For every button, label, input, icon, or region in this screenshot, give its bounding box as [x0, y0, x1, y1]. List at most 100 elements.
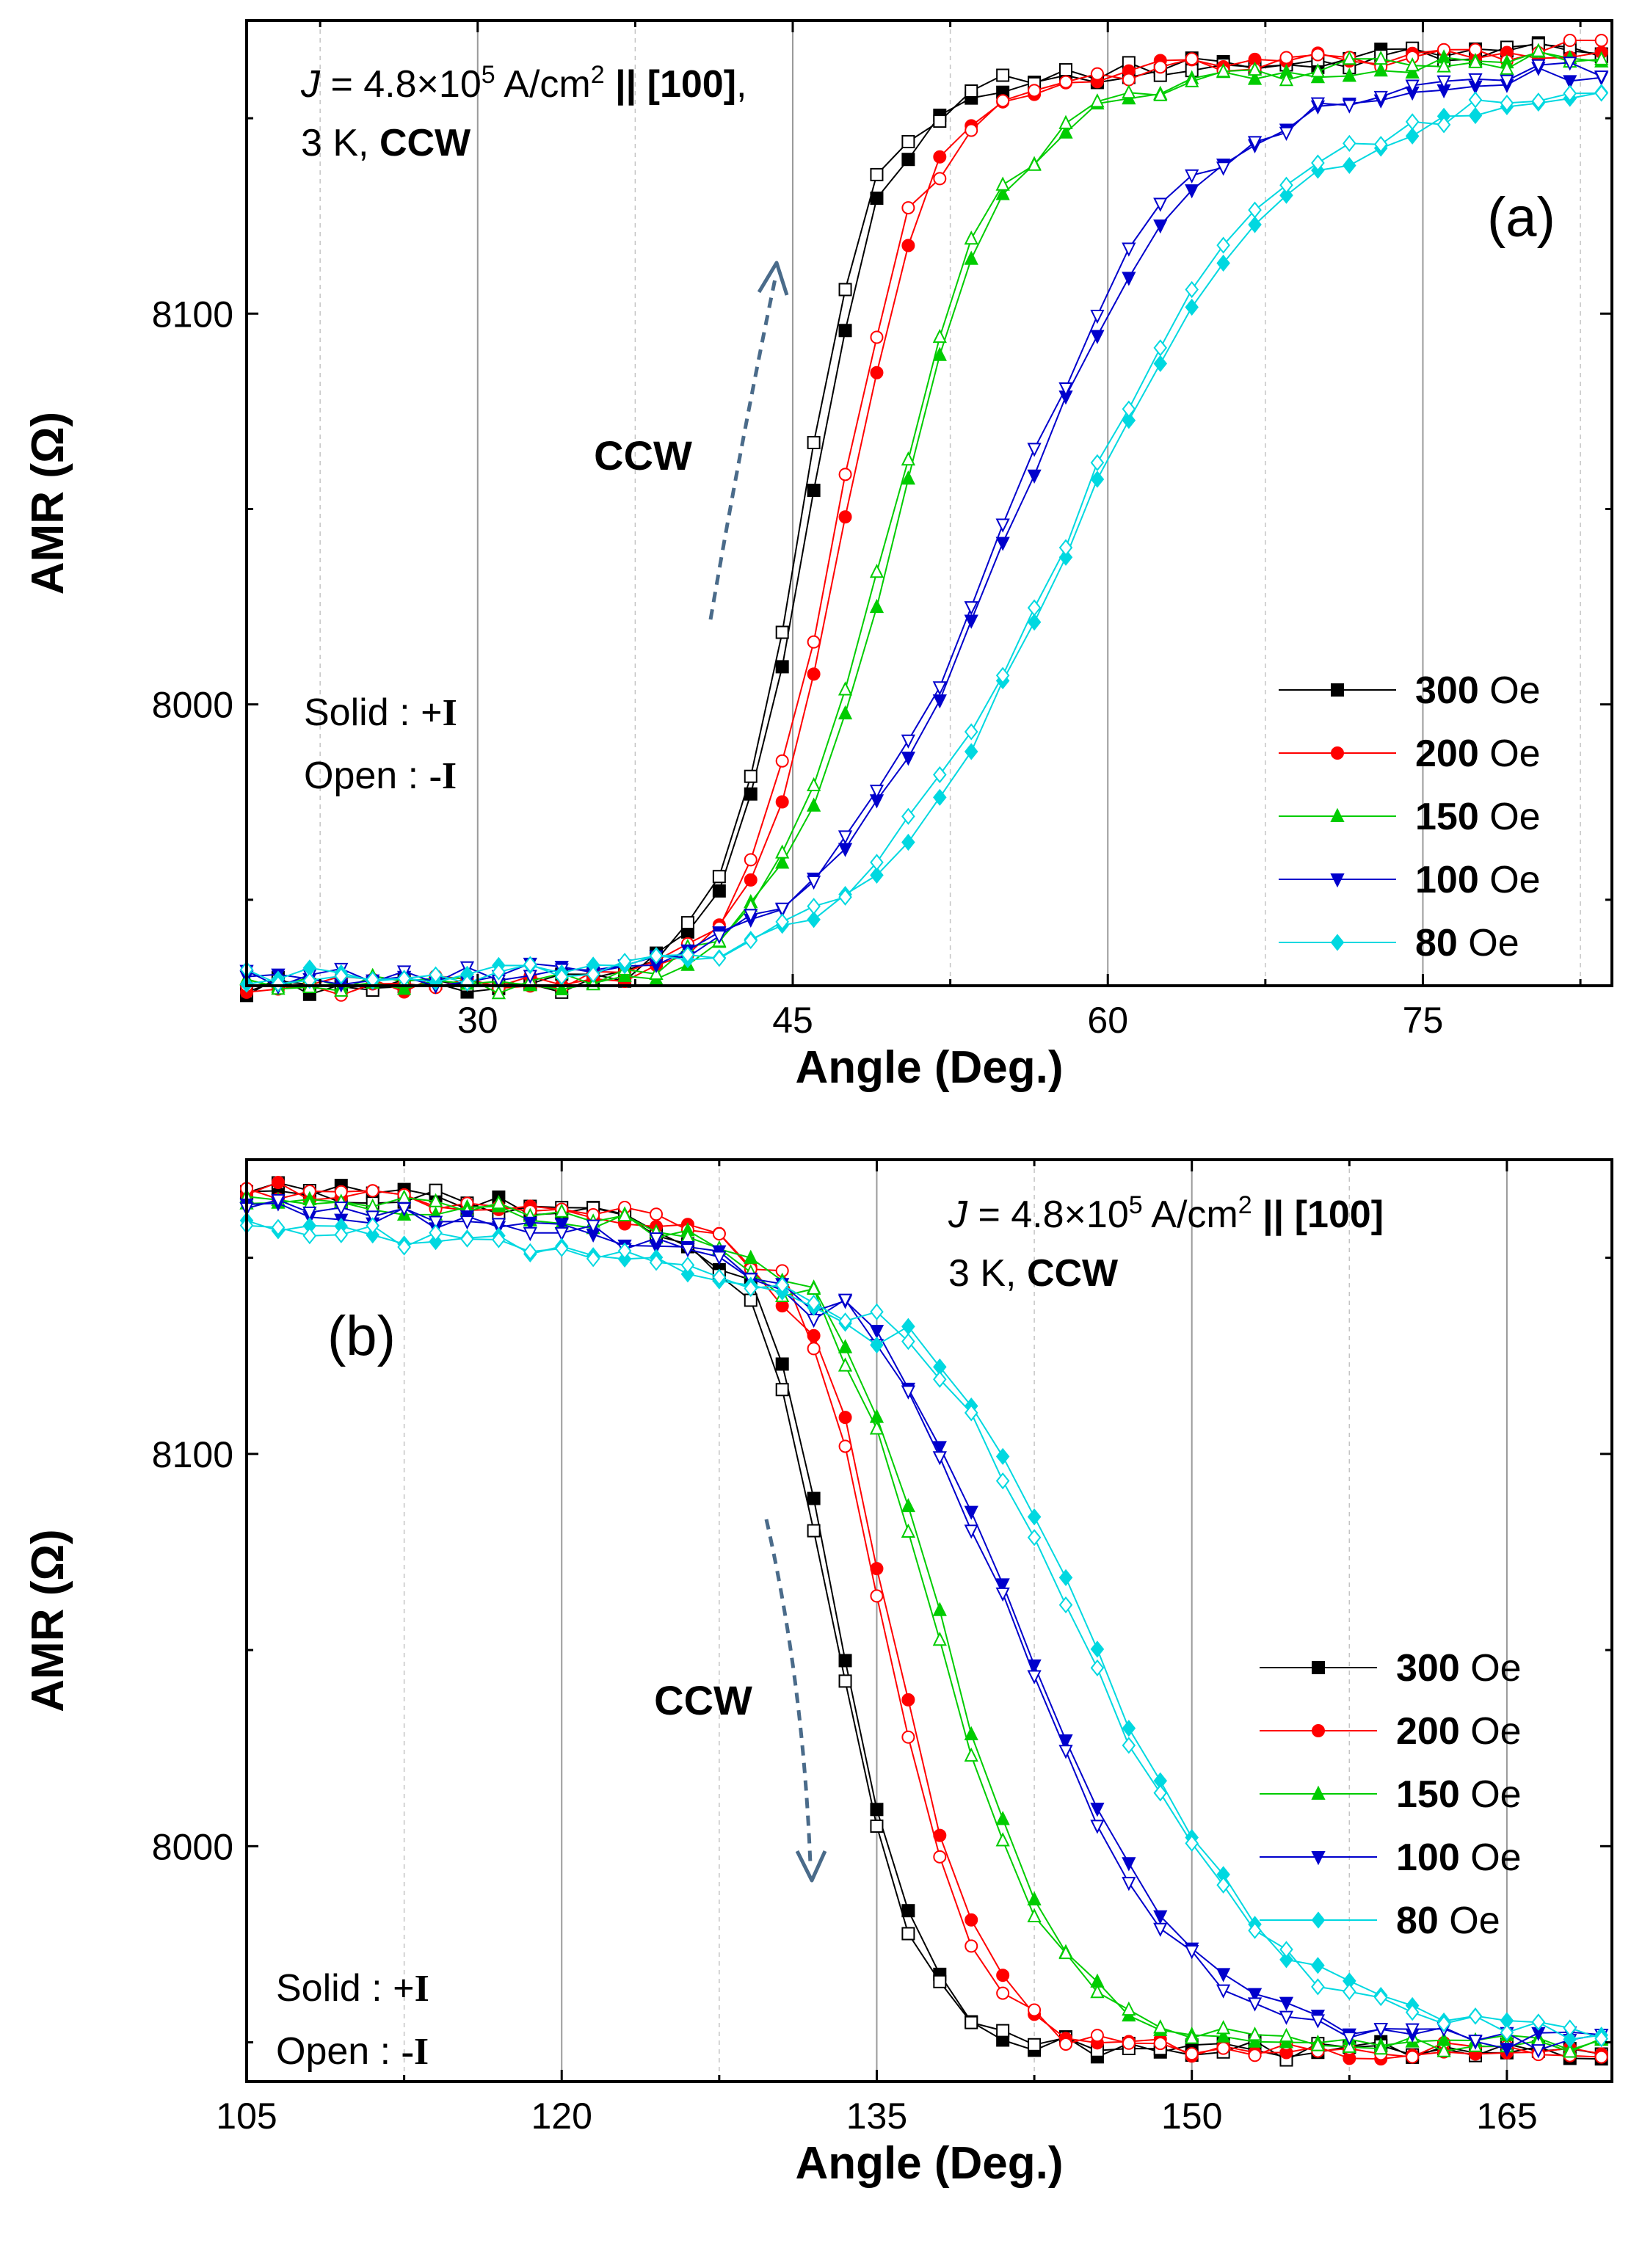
data-point	[1153, 1910, 1168, 1924]
data-point	[1027, 1508, 1042, 1526]
data-point	[965, 123, 978, 137]
data-point	[1058, 124, 1073, 139]
data-point	[428, 1193, 443, 1207]
annotation-part: [100]	[1295, 1193, 1384, 1236]
data-point	[838, 468, 852, 481]
legend-entry-300-oe: 300 Oe	[1279, 669, 1541, 712]
data-point	[1468, 2035, 1483, 2049]
data-point	[1311, 1957, 1325, 1974]
data-point	[965, 84, 978, 98]
data-point	[1028, 2038, 1042, 2051]
legend-entry-200-oe: 200 Oe	[1260, 1710, 1522, 1753]
legend-marker	[1311, 1851, 1326, 1866]
data-point	[807, 1524, 821, 1538]
data-point	[838, 1339, 853, 1353]
data-point	[1342, 68, 1356, 82]
data-point	[838, 1411, 852, 1425]
data-point	[870, 1303, 884, 1320]
data-point	[996, 1969, 1010, 1982]
data-point	[838, 705, 853, 720]
data-point	[1343, 156, 1356, 175]
annotation-part: J	[300, 63, 321, 106]
data-point	[1058, 1734, 1073, 1749]
annotation-part: 5	[1129, 1191, 1143, 1219]
data-point	[1310, 97, 1326, 112]
data-point	[1216, 2020, 1231, 2035]
grid	[319, 21, 1581, 986]
data-point	[932, 1441, 947, 1455]
data-point	[1531, 43, 1546, 57]
data-point	[302, 1227, 317, 1245]
data-point	[838, 888, 852, 906]
data-point	[1153, 219, 1168, 234]
data-point	[964, 1524, 978, 1539]
panel-a: 30 45 60 75 8000 8100 Angle (Deg.) AMR (Ω) (a) J …	[23, 19, 1613, 1093]
series-line-solid	[246, 91, 1602, 985]
data-point	[1279, 1951, 1293, 1969]
data-point	[1405, 2004, 1420, 2021]
data-point	[901, 239, 915, 252]
data-point	[1090, 310, 1105, 324]
data-point	[1153, 2037, 1167, 2051]
data-point	[1185, 298, 1199, 316]
data-point	[807, 635, 821, 649]
data-point	[1373, 136, 1388, 153]
data-point	[1563, 2043, 1577, 2058]
data-point	[838, 283, 852, 297]
data-point	[1247, 70, 1263, 85]
data-point	[554, 1218, 569, 1233]
data-point	[1058, 1745, 1073, 1759]
legend-unit: Oe	[1460, 1710, 1522, 1753]
annotation-part: 2	[1238, 1191, 1252, 1219]
data-point	[712, 1268, 727, 1286]
note-part: Open :	[304, 755, 429, 797]
data-point	[271, 1218, 286, 1236]
data-point	[1090, 454, 1105, 472]
data-point	[1405, 79, 1420, 94]
data-point	[838, 681, 853, 696]
data-point	[491, 1194, 506, 1210]
data-point	[1059, 2037, 1072, 2051]
data-point	[933, 788, 947, 806]
data-point	[1500, 2024, 1514, 2041]
data-point	[1027, 156, 1042, 171]
data-point	[1248, 2049, 1262, 2062]
data-point	[1279, 1996, 1294, 2011]
legend-label: 300 Oe	[1396, 1647, 1522, 1690]
legend-label: 200 Oe	[1415, 733, 1541, 775]
data-point	[1436, 116, 1451, 134]
data-point	[1279, 126, 1294, 141]
y-axis-label: AMR (Ω)	[23, 412, 73, 595]
data-point	[1090, 1640, 1105, 1658]
data-point	[1563, 34, 1577, 48]
data-point	[1279, 186, 1293, 204]
data-point	[838, 1674, 852, 1688]
data-point	[1310, 2014, 1326, 2029]
annotation-part: CCW	[1027, 1252, 1119, 1295]
ccw-label: CCW	[594, 432, 692, 479]
data-point	[1122, 2001, 1136, 2016]
data-point	[1090, 1659, 1105, 1677]
data-point	[806, 1280, 821, 1295]
data-point	[901, 1497, 916, 1513]
data-point	[870, 866, 884, 884]
legend-value: 100	[1415, 859, 1479, 901]
data-point	[1122, 400, 1136, 418]
legend-unit: Oe	[1479, 733, 1541, 775]
data-point	[933, 1974, 947, 1988]
data-point	[1436, 58, 1451, 73]
data-point	[586, 965, 600, 984]
data-point	[1436, 2043, 1451, 2057]
arrow-shaft	[708, 278, 777, 620]
data-point	[1531, 2013, 1546, 2031]
data-point	[1216, 1984, 1231, 1999]
data-point	[366, 1184, 379, 1198]
panel-b: 105 120 135 150 165 8000 8100 Angle (Deg.) AMR (…	[23, 1158, 1613, 2189]
data-point	[870, 1589, 884, 1603]
data-point	[1153, 355, 1168, 372]
data-point	[1185, 169, 1199, 184]
legend-value: 300	[1396, 1647, 1460, 1690]
data-point	[838, 1293, 853, 1308]
data-point	[428, 1215, 443, 1230]
